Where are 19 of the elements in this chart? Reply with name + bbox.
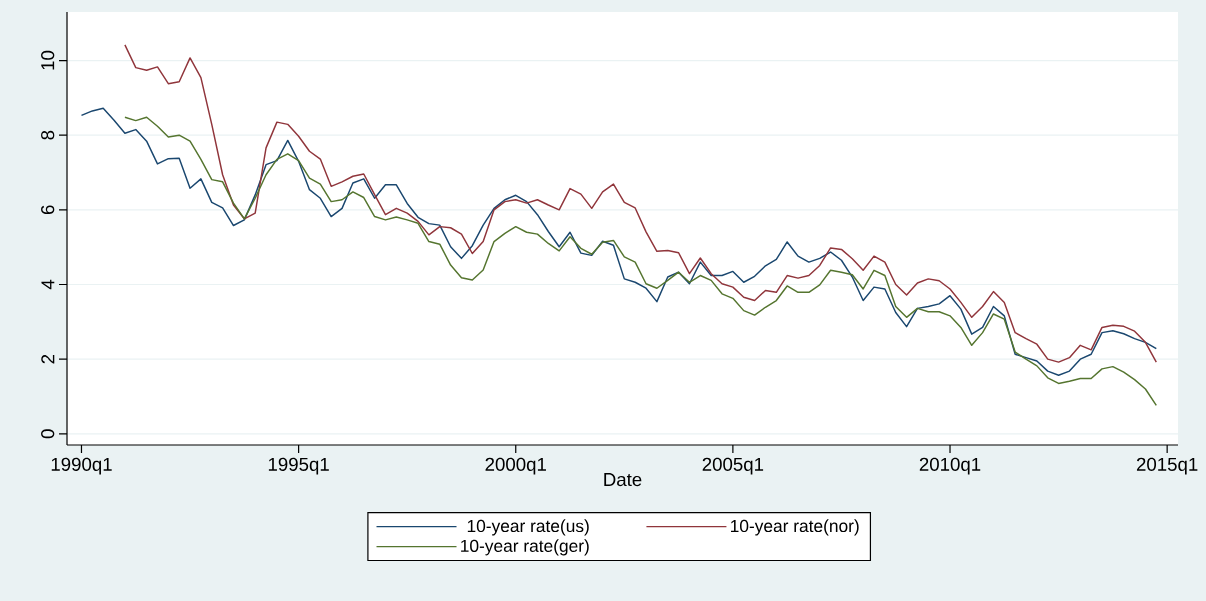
line-series xyxy=(124,44,1158,363)
y-tick-label: 4 xyxy=(41,279,55,290)
x-tick-label: 2000q1 xyxy=(485,457,546,475)
line-series xyxy=(124,116,1158,407)
x-axis-title: Date xyxy=(604,473,642,487)
legend-label: 10-year rate(nor) xyxy=(731,519,859,536)
line-series xyxy=(80,107,1158,376)
x-tick-label: 1995q1 xyxy=(268,457,329,475)
y-tick-label: 6 xyxy=(41,205,55,215)
y-tick-label: 10 xyxy=(41,50,55,70)
x-tick-label: 2015q1 xyxy=(1136,457,1198,475)
y-tick-label: 2 xyxy=(41,354,55,364)
y-tick-label: 8 xyxy=(41,130,55,140)
x-tick-label: 2010q1 xyxy=(919,457,981,475)
legend-label: 10-year rate(ger) xyxy=(461,539,589,556)
y-tick-label: 0 xyxy=(41,429,55,439)
legend-label: 10-year rate(us) xyxy=(467,519,589,536)
x-tick-label: 2005q1 xyxy=(702,457,764,475)
x-tick-label: 1990q1 xyxy=(51,457,112,475)
